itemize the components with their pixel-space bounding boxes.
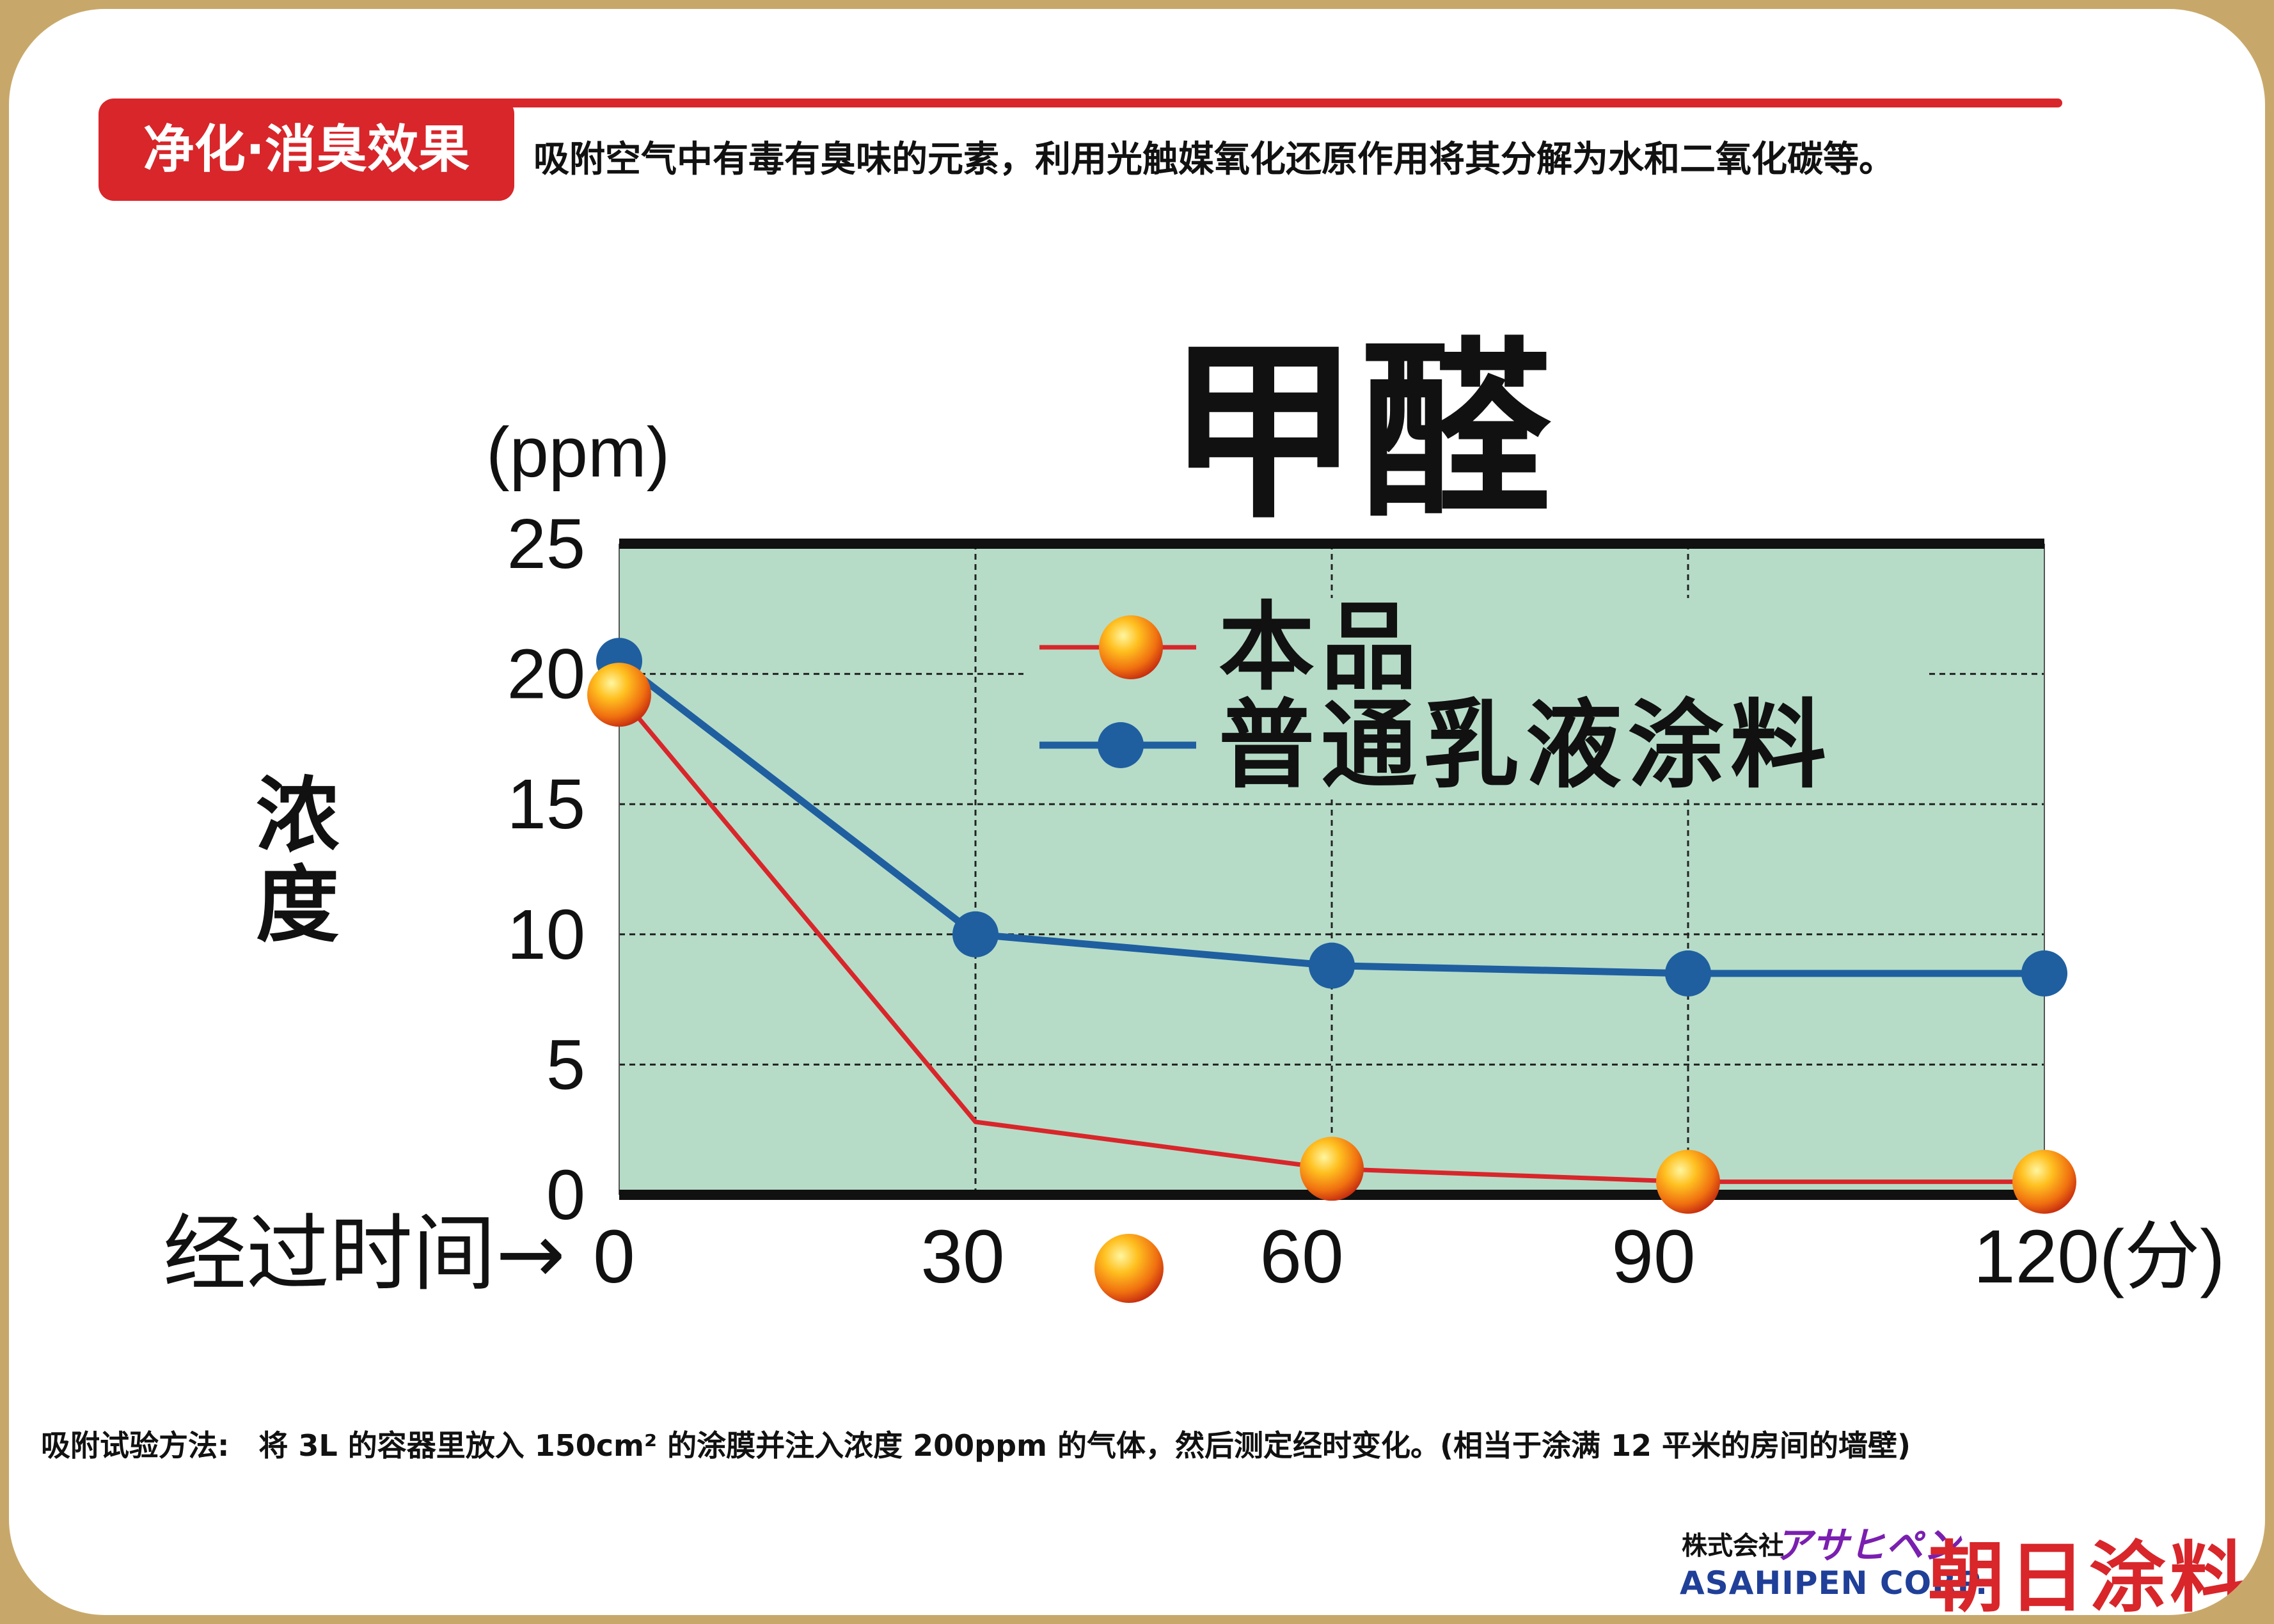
x-tick-label: 90 xyxy=(1611,1215,1695,1299)
x-tick-label: 60 xyxy=(1259,1215,1343,1299)
header-rule xyxy=(495,99,2062,107)
y-tick-label: 10 xyxy=(507,895,585,974)
x-tick-label: 30 xyxy=(920,1215,1004,1299)
data-point-emulsion xyxy=(1665,950,1711,997)
y-tick-label: 20 xyxy=(507,635,585,714)
brand-english-name: ASAHIPEN CORP. xyxy=(1680,1565,1989,1602)
x-tick-label: 0 xyxy=(593,1215,635,1299)
y-tick-label: 5 xyxy=(546,1025,585,1104)
data-point-emulsion xyxy=(2021,950,2067,997)
brand-logo-kana: アサヒペン xyxy=(1774,1524,1961,1567)
x-axis-label: 经过时间→ xyxy=(163,1205,565,1302)
legend-label-product: 本品 xyxy=(1219,592,1423,704)
y-axis-label: 浓 xyxy=(256,767,340,864)
data-point-emulsion xyxy=(1309,942,1355,989)
y-unit-label: (ppm) xyxy=(486,413,670,492)
legend-marker-product xyxy=(1099,615,1163,679)
data-point-product xyxy=(1656,1149,1720,1214)
data-point-product-offset xyxy=(1094,1234,1164,1303)
y-axis-label: 度 xyxy=(256,856,339,954)
y-tick-label: 15 xyxy=(507,765,585,844)
test-method-note: 吸附试验方法: 将 3L 的容器里放入 150cm² 的涂膜并注入浓度 200p… xyxy=(41,1428,1911,1463)
y-tick-label: 25 xyxy=(507,505,585,583)
x-tick-label: 120(分) xyxy=(1973,1215,2225,1299)
legend-marker-emulsion xyxy=(1098,722,1144,768)
legend-label-emulsion: 普通乳液涂料 xyxy=(1219,690,1833,801)
data-point-product xyxy=(2012,1149,2076,1214)
y-tick-label: 0 xyxy=(546,1156,585,1234)
header-subtitle: 吸附空气中有毒有臭味的元素，利用光触媒氧化还原作用将其分解为水和二氧化碳等。 xyxy=(533,139,1895,180)
brand-company-label: 株式会社 xyxy=(1682,1531,1784,1561)
data-point-product xyxy=(1300,1137,1364,1201)
data-point-emulsion xyxy=(952,911,999,958)
chart-title: 甲醛 xyxy=(1167,321,1551,544)
data-point-product xyxy=(587,663,651,727)
legend-background xyxy=(1023,598,1925,800)
brand-chinese-name: 朝日涂料 xyxy=(1928,1534,2250,1615)
header-tag: 净化·消臭效果 xyxy=(99,99,514,201)
